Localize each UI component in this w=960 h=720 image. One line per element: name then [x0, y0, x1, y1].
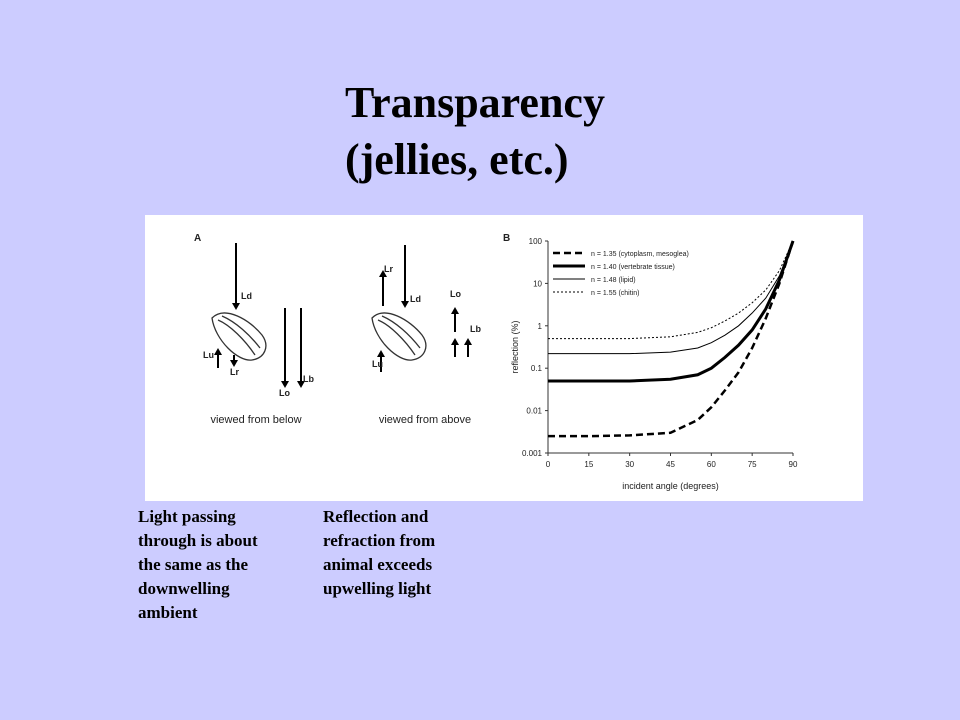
slide-title: Transparency	[345, 78, 605, 127]
caption-line: ambient	[138, 603, 198, 622]
caption-line: animal exceeds	[323, 555, 432, 574]
figure-label: Ld	[410, 294, 421, 304]
figure-label: Ld	[241, 291, 252, 301]
content: Transparency (jellies, etc.) Light passing…	[138, 78, 798, 622]
series-line	[548, 240, 794, 340]
arrow-head	[297, 381, 305, 388]
arrow-head	[451, 338, 459, 345]
figure-label: Lo	[279, 388, 290, 398]
arrow-head	[451, 307, 459, 314]
light-arrows	[214, 243, 472, 388]
figure-label: Lu	[203, 350, 214, 360]
figure-label: B	[503, 233, 510, 244]
x-tick-label: 60	[707, 460, 716, 469]
figure	[145, 215, 863, 501]
y-tick-label: 1	[538, 322, 543, 331]
x-axis-label: incident angle (degrees)	[622, 481, 719, 491]
figure-label: Lr	[384, 264, 393, 274]
x-tick-label: 45	[666, 460, 675, 469]
legend-label: n = 1.48 (lipid)	[591, 277, 636, 284]
arrow-head	[401, 301, 409, 308]
figure-label: Lu	[372, 359, 383, 369]
figure-label: Lb	[303, 374, 314, 384]
figure-label: A	[194, 233, 201, 244]
series-line	[548, 240, 794, 355]
x-tick-label: 75	[748, 460, 757, 469]
caption-line: refraction from	[323, 531, 435, 550]
y-tick-label: 10	[533, 279, 542, 288]
x-tick-label: 0	[546, 460, 551, 469]
series-line	[548, 240, 795, 383]
caption-line: Reflection and	[323, 507, 429, 526]
y-tick-label: 100	[529, 237, 543, 246]
x-tick-label: 15	[584, 460, 593, 469]
panel-caption: viewed from above	[379, 414, 471, 426]
arrow-head	[232, 303, 240, 310]
arrow-head	[230, 360, 238, 367]
figure-label: Lo	[450, 289, 461, 299]
arrow-head	[214, 348, 222, 355]
series-line	[548, 240, 795, 438]
panel-caption: viewed from below	[210, 414, 301, 426]
figure-label: Lr	[230, 367, 239, 377]
caption-line: the same as the	[138, 555, 248, 574]
arrow-head	[281, 381, 289, 388]
legend-label: n = 1.40 (vertebrate tissue)	[591, 264, 675, 271]
legend-label: n = 1.35 (cytoplasm, mesoglea)	[591, 251, 689, 258]
arrow-head	[464, 338, 472, 345]
y-tick-label: 0.001	[522, 449, 543, 458]
y-tick-label: 0.01	[526, 407, 542, 416]
caption-line: Light passing	[138, 507, 236, 526]
x-tick-label: 90	[789, 460, 798, 469]
caption-line: through is about	[138, 531, 258, 550]
caption-line: upwelling light	[323, 579, 432, 598]
slide-title: (jellies, etc.)	[345, 135, 569, 184]
x-tick-label: 30	[625, 460, 634, 469]
caption-line: downwelling	[138, 579, 230, 598]
figure-label: Lb	[470, 324, 481, 334]
jellyfish-drawings	[211, 312, 427, 361]
arrow-head	[379, 270, 387, 277]
legend-label: n = 1.55 (chitin)	[591, 290, 639, 297]
y-tick-label: 0.1	[531, 364, 543, 373]
y-axis-label: reflection (%)	[510, 320, 520, 373]
arrow-head	[377, 350, 385, 357]
